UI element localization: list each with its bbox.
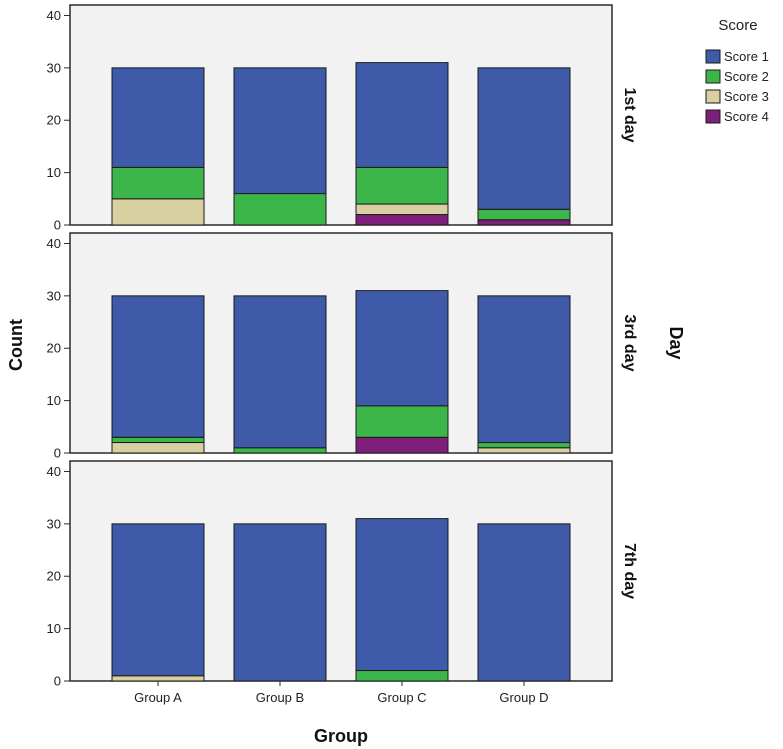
bar-segment-score-4	[477, 219, 571, 226]
x-axis-title: Group	[314, 726, 368, 746]
facet-label: 1st day	[621, 87, 638, 142]
y-tick-label: 30	[47, 516, 61, 531]
legend-label: Score 4	[724, 109, 769, 124]
bar-segment-score-1	[355, 518, 449, 672]
legend-swatch	[705, 69, 721, 84]
bar-segment-score-4	[355, 436, 449, 454]
bar-segment-score-2	[111, 166, 205, 200]
legend-label: Score 3	[724, 89, 769, 104]
bar-segment-score-1	[477, 295, 571, 444]
legend-label: Score 1	[724, 49, 769, 64]
bar-segment-score-3	[111, 198, 205, 226]
x-tick-label: Group B	[256, 690, 304, 705]
bar-segment-score-1	[233, 523, 327, 682]
bar-segment-score-1	[355, 290, 449, 407]
facet-title: Day	[666, 326, 686, 359]
bar-segment-score-2	[477, 208, 571, 221]
y-tick-label: 10	[47, 165, 61, 180]
legend-title: Score	[718, 17, 757, 34]
legend-swatch	[705, 109, 721, 124]
y-axis-title: Count	[6, 319, 26, 371]
legend-swatch	[705, 49, 721, 64]
bar-segment-score-1	[111, 67, 205, 168]
bar-segment-score-1	[111, 523, 205, 677]
bar-segment-score-3	[477, 447, 571, 454]
bar-segment-score-1	[477, 523, 571, 682]
bar-segment-score-2	[355, 405, 449, 438]
x-tick-label: Group C	[377, 690, 426, 705]
y-tick-label: 10	[47, 621, 61, 636]
legend-swatch	[705, 89, 721, 104]
bar-segment-score-1	[233, 295, 327, 449]
panel-1: 0 10 20 30 40 1st day	[47, 4, 638, 233]
y-tick-label: 20	[47, 341, 61, 356]
bar-segment-score-2	[355, 166, 449, 205]
bar-segment-score-2	[355, 670, 449, 682]
panel-2: 0 10 20 30 40 3rd day	[47, 232, 638, 461]
y-tick-label: 40	[47, 8, 61, 23]
bar-segment-score-3	[111, 442, 205, 454]
x-tick-label: Group A	[134, 690, 182, 705]
bar-segment-score-2	[111, 436, 205, 444]
legend-label: Score 2	[724, 69, 769, 84]
chart-panels: 0 10 20 30 40 1st day 0 10 20 30 40 3rd day 0 10 20 30 4…	[47, 4, 638, 705]
y-tick-label: 30	[47, 60, 61, 75]
panel-3: 0 10 20 30 40 7th day	[47, 460, 638, 689]
y-tick-label: 0	[54, 674, 61, 689]
y-tick-label: 40	[47, 236, 61, 251]
bar-segment-score-2	[233, 193, 327, 226]
x-tick-label: Group D	[499, 690, 548, 705]
bar-segment-score-3	[111, 675, 205, 682]
bar-segment-score-4	[355, 214, 449, 226]
bar-segment-score-2	[477, 442, 571, 449]
y-tick-label: 0	[54, 218, 61, 233]
bar-segment-score-1	[233, 67, 327, 195]
y-tick-label: 20	[47, 113, 61, 128]
facet-label: 3rd day	[621, 315, 638, 372]
bar-segment-score-2	[233, 447, 327, 454]
bar-segment-score-3	[355, 203, 449, 216]
legend: Score Score 1 Score 2 Score 3 Score 4	[705, 17, 769, 124]
y-tick-label: 30	[47, 288, 61, 303]
y-tick-label: 0	[54, 446, 61, 461]
facet-label: 7th day	[621, 543, 638, 599]
bar-segment-score-1	[111, 295, 205, 438]
y-tick-label: 20	[47, 569, 61, 584]
y-tick-label: 10	[47, 393, 61, 408]
bar-segment-score-1	[477, 67, 571, 210]
y-tick-label: 40	[47, 464, 61, 479]
bar-segment-score-1	[355, 62, 449, 168]
